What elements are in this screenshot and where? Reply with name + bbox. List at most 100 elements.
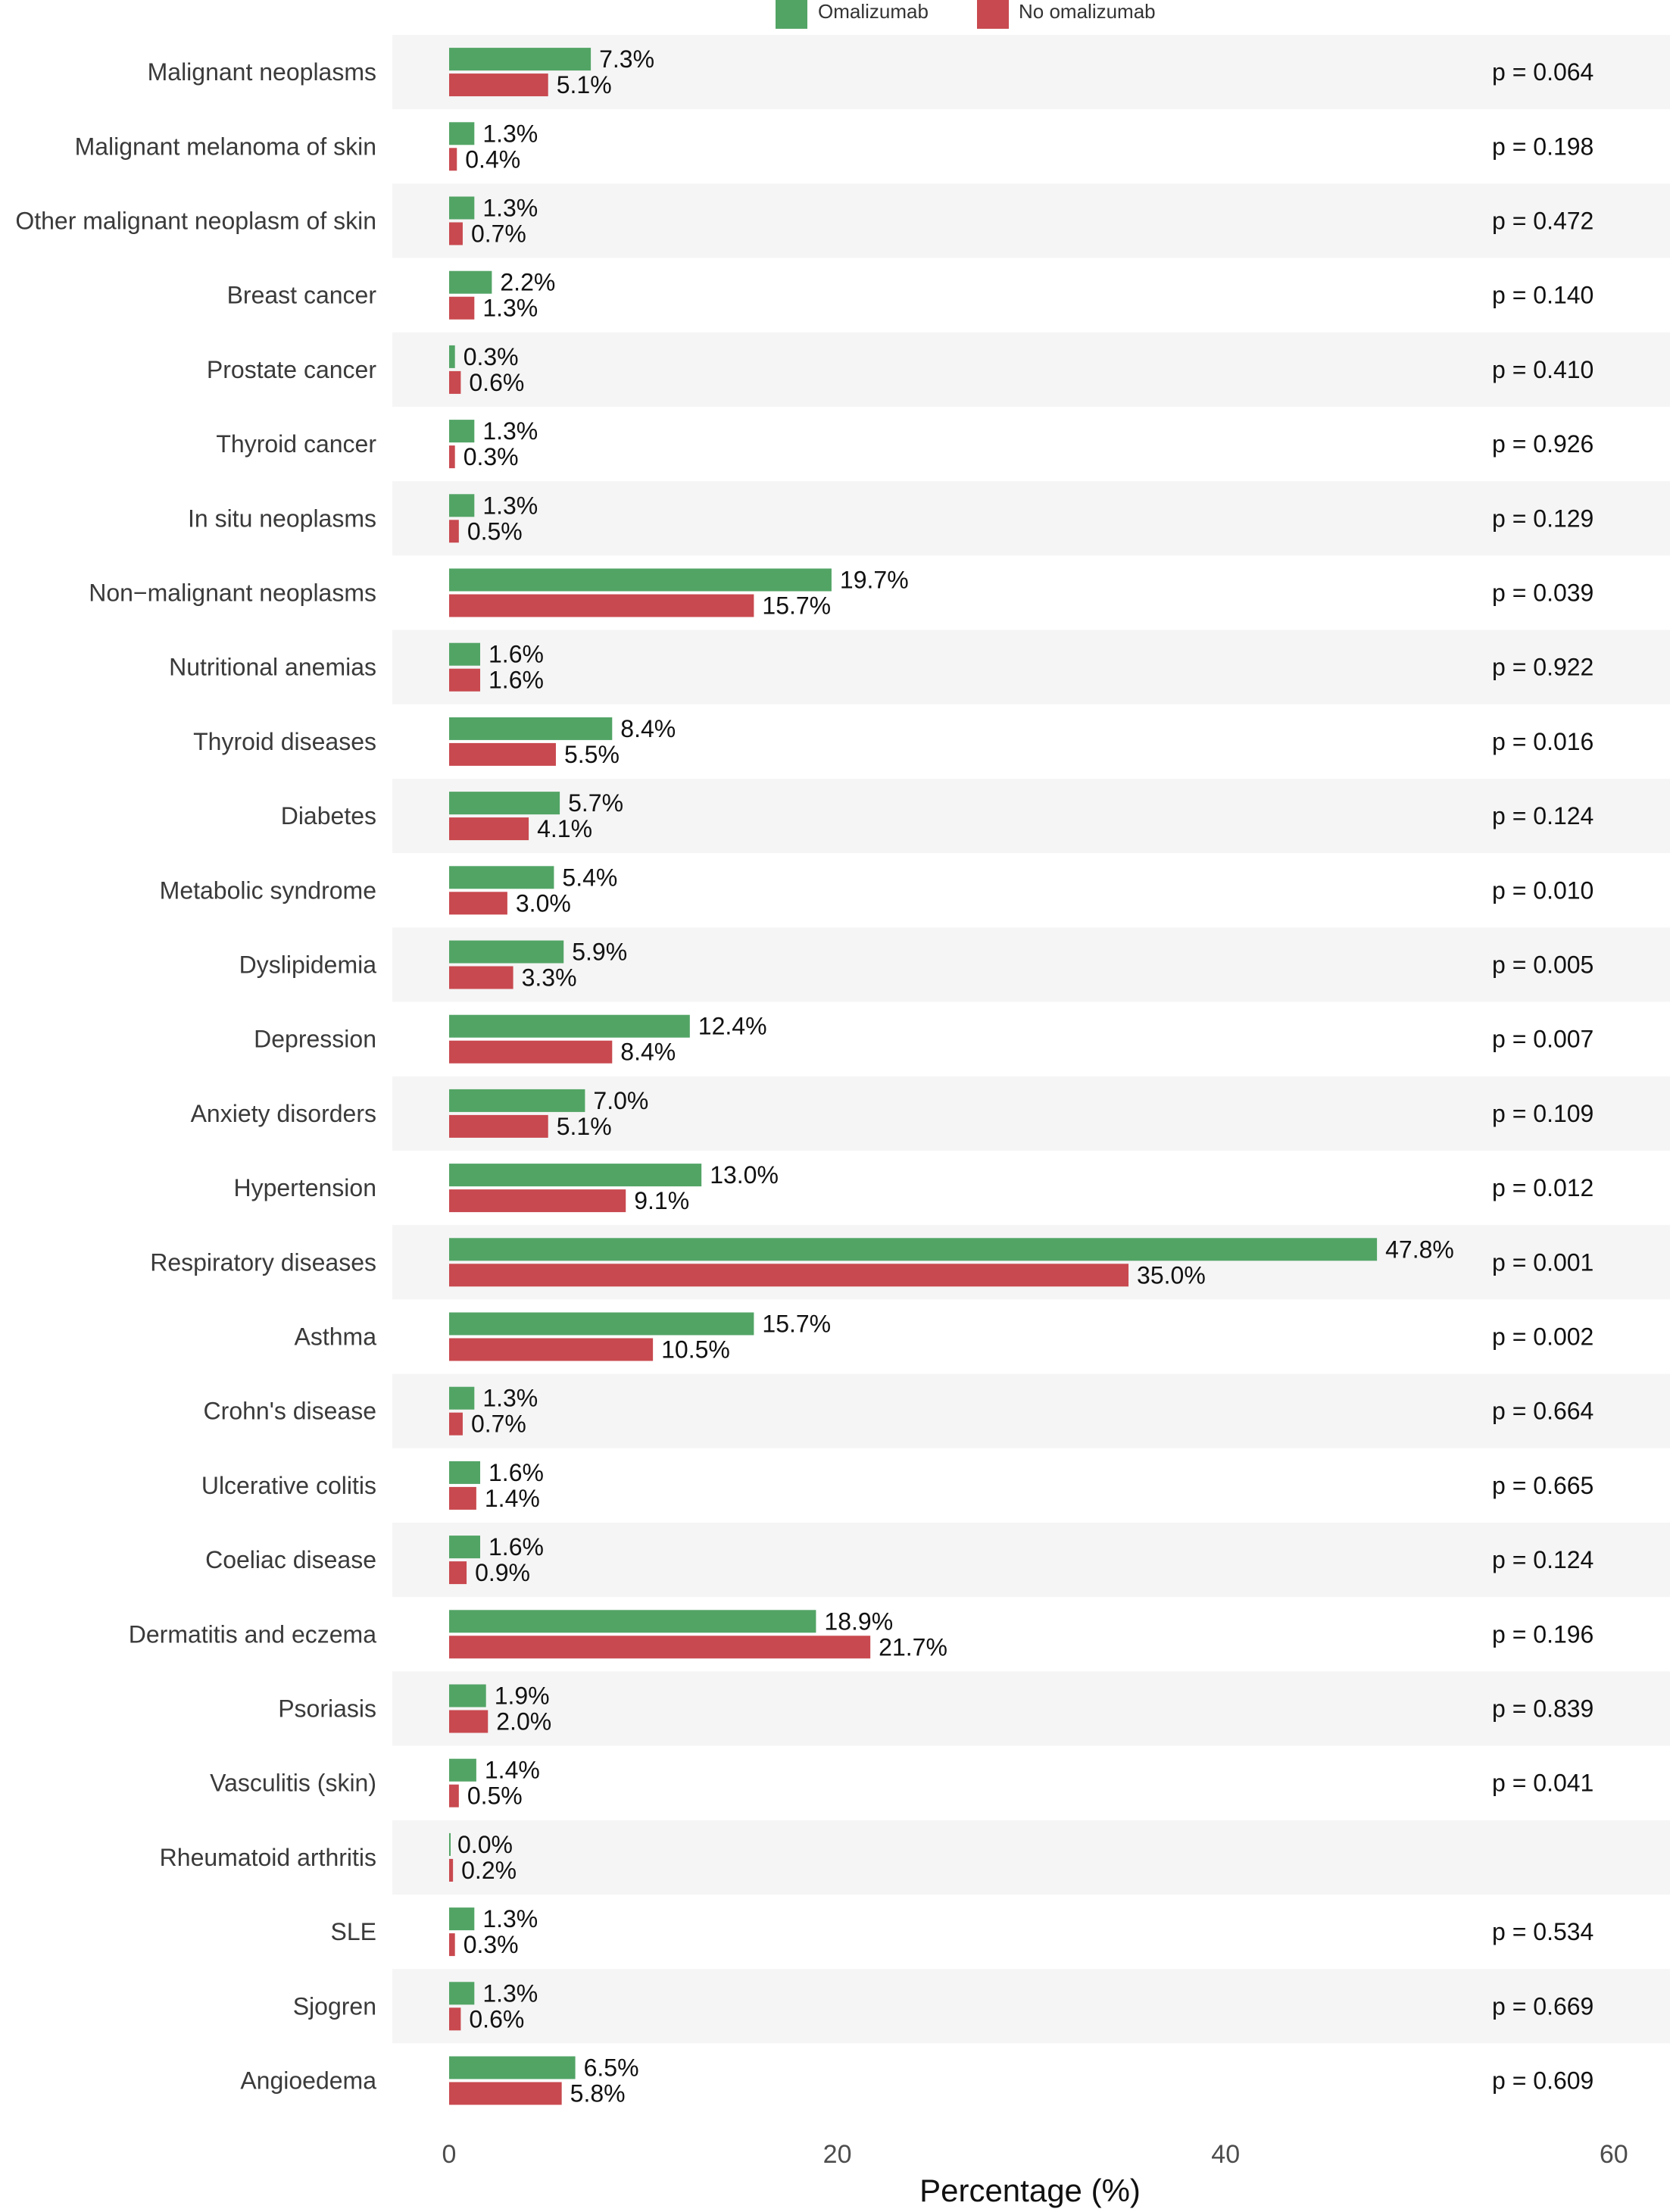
row-band bbox=[392, 1299, 1670, 1374]
bar-no-omalizumab bbox=[449, 594, 754, 617]
data-label: 8.4% bbox=[620, 1039, 676, 1066]
bar-omalizumab bbox=[449, 1982, 475, 2005]
row-band bbox=[392, 1076, 1670, 1151]
bar-omalizumab bbox=[449, 1312, 754, 1336]
data-label: 8.4% bbox=[620, 715, 676, 742]
row-band bbox=[392, 853, 1670, 928]
bar-no-omalizumab bbox=[449, 1412, 463, 1436]
row-band bbox=[392, 779, 1670, 854]
bar-omalizumab bbox=[449, 1907, 475, 1931]
p-value-label: p = 0.534 bbox=[1492, 1918, 1594, 1945]
category-label: Crohn's disease bbox=[204, 1398, 376, 1425]
data-label: 1.6% bbox=[489, 641, 544, 668]
row-band bbox=[392, 1448, 1670, 1523]
p-value-labels: p = 0.064 p = 0.198 p = 0.472 p = 0.140 p = … bbox=[1492, 58, 1594, 2094]
bar-no-omalizumab bbox=[449, 892, 507, 915]
bar-omalizumab bbox=[449, 48, 592, 71]
data-label: 0.2% bbox=[461, 1857, 517, 1884]
p-value-label: p = 0.472 bbox=[1492, 208, 1594, 235]
category-label: SLE bbox=[331, 1918, 376, 1945]
data-label: 0.3% bbox=[464, 343, 519, 370]
x-tick-label: 20 bbox=[823, 2140, 852, 2169]
bar-no-omalizumab bbox=[449, 520, 459, 543]
bar-no-omalizumab bbox=[449, 1114, 548, 1138]
data-label: 0.9% bbox=[475, 1559, 530, 1586]
data-label: 10.5% bbox=[661, 1336, 730, 1364]
data-label: 2.0% bbox=[496, 1708, 551, 1736]
p-value-label: p = 0.196 bbox=[1492, 1620, 1594, 1648]
x-tick-label: 40 bbox=[1211, 2140, 1240, 2169]
value-labels: 7.3%5.1%1.3%0.4%1.3%0.7%2.2%1.3%0.3%0.6%… bbox=[457, 45, 1454, 2107]
p-value-label: p = 0.010 bbox=[1492, 876, 1594, 904]
x-axis-title: Percentage (%) bbox=[919, 2173, 1141, 2208]
data-label: 1.3% bbox=[482, 492, 538, 519]
category-label: Metabolic syndrome bbox=[160, 876, 376, 904]
bar-no-omalizumab bbox=[449, 148, 457, 171]
p-value-label: p = 0.922 bbox=[1492, 654, 1594, 681]
bar-no-omalizumab bbox=[449, 2082, 562, 2105]
x-tick-label: 0 bbox=[442, 2140, 457, 2169]
bar-omalizumab bbox=[449, 568, 832, 592]
bar-omalizumab bbox=[449, 270, 492, 294]
p-value-label: p = 0.669 bbox=[1492, 1992, 1594, 2020]
p-value-label: p = 0.012 bbox=[1492, 1174, 1594, 1201]
bar-no-omalizumab bbox=[449, 1338, 654, 1361]
data-label: 15.7% bbox=[762, 592, 831, 620]
legend-label: No omalizumab bbox=[1019, 0, 1156, 23]
bar-no-omalizumab bbox=[449, 668, 481, 692]
data-label: 1.3% bbox=[482, 120, 538, 147]
row-band bbox=[392, 407, 1670, 482]
data-label: 5.7% bbox=[568, 789, 623, 817]
row-band bbox=[392, 1745, 1670, 1820]
category-label: Dermatitis and eczema bbox=[129, 1620, 376, 1648]
bar-no-omalizumab bbox=[449, 742, 556, 766]
bar-omalizumab bbox=[449, 2056, 576, 2079]
bar-no-omalizumab bbox=[449, 1561, 467, 1585]
category-label: Respiratory diseases bbox=[150, 1248, 376, 1276]
p-value-label: p = 0.016 bbox=[1492, 728, 1594, 755]
p-value-label: p = 0.039 bbox=[1492, 580, 1594, 607]
data-label: 9.1% bbox=[634, 1187, 689, 1214]
data-label: 1.6% bbox=[489, 667, 544, 694]
row-band bbox=[392, 332, 1670, 407]
category-label: Dyslipidemia bbox=[239, 951, 377, 979]
category-label: Hypertension bbox=[233, 1174, 376, 1201]
data-label: 0.6% bbox=[469, 2005, 524, 2032]
legend-swatch bbox=[776, 0, 807, 29]
p-value-label: p = 0.609 bbox=[1492, 2067, 1594, 2095]
bar-no-omalizumab bbox=[449, 296, 475, 320]
bar-no-omalizumab bbox=[449, 817, 529, 841]
row-band bbox=[392, 1225, 1670, 1300]
category-label: Thyroid diseases bbox=[193, 728, 376, 755]
data-label: 5.4% bbox=[562, 864, 617, 891]
bar-omalizumab bbox=[449, 1238, 1378, 1261]
data-label: 7.0% bbox=[593, 1087, 648, 1114]
category-label: Other malignant neoplasm of skin bbox=[15, 208, 376, 235]
row-band bbox=[392, 258, 1670, 333]
p-value-label: p = 0.410 bbox=[1492, 356, 1594, 383]
data-label: 0.0% bbox=[457, 1831, 513, 1858]
data-label: 3.0% bbox=[516, 889, 571, 917]
bar-no-omalizumab bbox=[449, 1933, 455, 1957]
bar-no-omalizumab bbox=[449, 1784, 459, 1807]
data-label: 15.7% bbox=[762, 1311, 831, 1338]
p-value-label: p = 0.001 bbox=[1492, 1248, 1594, 1276]
p-value-label: p = 0.041 bbox=[1492, 1770, 1594, 1797]
row-band bbox=[392, 927, 1670, 1002]
data-label: 2.2% bbox=[500, 269, 555, 296]
data-label: 12.4% bbox=[698, 1013, 767, 1040]
bar-omalizumab bbox=[449, 792, 560, 815]
category-label: Depression bbox=[254, 1026, 376, 1053]
bar-no-omalizumab bbox=[449, 222, 463, 245]
data-label: 47.8% bbox=[1385, 1236, 1454, 1263]
data-label: 1.6% bbox=[489, 1459, 544, 1486]
category-label: Asthma bbox=[295, 1323, 377, 1351]
p-value-label: p = 0.664 bbox=[1492, 1398, 1594, 1425]
data-label: 3.3% bbox=[522, 964, 577, 992]
bar-no-omalizumab bbox=[449, 445, 455, 469]
bar-no-omalizumab bbox=[449, 1710, 489, 1733]
row-band bbox=[392, 1671, 1670, 1746]
data-label: 6.5% bbox=[584, 2054, 639, 2082]
bar-no-omalizumab bbox=[449, 1040, 613, 1064]
